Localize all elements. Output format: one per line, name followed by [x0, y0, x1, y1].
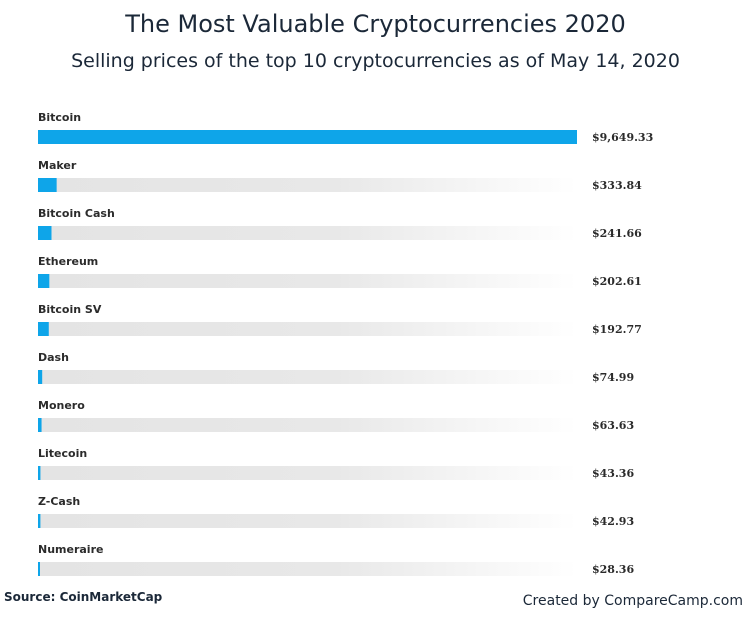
bar-track [38, 322, 577, 336]
bar-track [38, 466, 577, 480]
category-label: Bitcoin SV [38, 303, 102, 316]
credit-note: Created by CompareCamp.com [522, 593, 743, 609]
value-label: $74.99 [592, 371, 634, 384]
bars-group: Bitcoin $9,649.33 Maker $333.84 Bitcoin Cash… [38, 111, 653, 576]
value-label: $333.84 [592, 179, 642, 192]
bar-track [38, 514, 577, 528]
category-label: Bitcoin [38, 111, 81, 124]
category-label: Bitcoin Cash [38, 207, 115, 220]
category-label: Dash [38, 351, 69, 364]
bar-track [38, 226, 577, 240]
category-label: Ethereum [38, 255, 98, 268]
value-label: $192.77 [592, 323, 642, 336]
bar-track [38, 370, 577, 384]
value-label: $42.93 [592, 515, 634, 528]
value-label: $43.36 [592, 467, 634, 480]
value-label: $241.66 [592, 227, 642, 240]
category-label: Numeraire [38, 543, 103, 556]
source-note: Source: CoinMarketCap [4, 590, 163, 604]
value-label: $202.61 [592, 275, 642, 288]
bar-track [38, 178, 577, 192]
category-label: Z-Cash [38, 495, 80, 508]
bar [38, 514, 41, 528]
bar-track [38, 562, 577, 576]
value-label: $28.36 [592, 563, 634, 576]
category-label: Litecoin [38, 447, 87, 460]
chart-subtitle: Selling prices of the top 10 cryptocurre… [71, 50, 680, 72]
bar [38, 466, 41, 480]
bar-track [38, 418, 577, 432]
bar [38, 322, 49, 336]
bar [38, 418, 42, 432]
value-label: $9,649.33 [592, 131, 653, 144]
category-label: Monero [38, 399, 85, 412]
bar [38, 130, 577, 144]
bar [38, 226, 52, 240]
bar [38, 178, 57, 192]
bar [38, 562, 40, 576]
bar [38, 274, 50, 288]
bar [38, 370, 43, 384]
category-label: Maker [38, 159, 77, 172]
value-label: $63.63 [592, 419, 634, 432]
bar-track [38, 274, 577, 288]
chart-title: The Most Valuable Cryptocurrencies 2020 [125, 10, 626, 38]
